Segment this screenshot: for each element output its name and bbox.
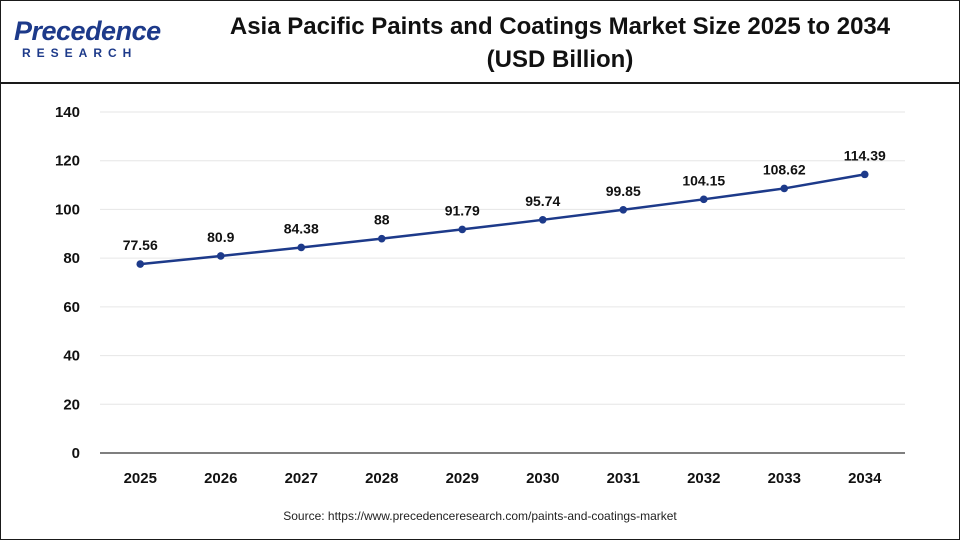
x-tick-label: 2031 bbox=[607, 470, 640, 487]
data-label: 88 bbox=[374, 212, 390, 228]
data-point bbox=[780, 184, 789, 193]
chart-title: Asia Pacific Paints and Coatings Market … bbox=[170, 10, 950, 76]
source-note: Source: https://www.precedenceresearch.c… bbox=[283, 509, 677, 523]
data-label: 108.62 bbox=[763, 161, 806, 177]
data-label: 77.56 bbox=[123, 237, 158, 253]
x-tick-label: 2033 bbox=[768, 470, 801, 487]
logo-sub-text: RESEARCH bbox=[22, 46, 138, 60]
x-tick-label: 2030 bbox=[526, 470, 559, 487]
chart-title-line2: (USD Billion) bbox=[486, 46, 634, 73]
x-tick-label: 2032 bbox=[687, 470, 720, 487]
y-tick-label: 60 bbox=[63, 299, 80, 316]
x-tick-label: 2034 bbox=[848, 470, 882, 487]
data-label: 95.74 bbox=[525, 193, 560, 209]
data-label: 104.15 bbox=[682, 172, 725, 188]
y-tick-label: 100 bbox=[55, 201, 80, 218]
data-point bbox=[619, 205, 628, 214]
chart-title-line1: Asia Pacific Paints and Coatings Market … bbox=[229, 13, 891, 40]
y-tick-label: 140 bbox=[55, 104, 80, 121]
x-tick-label: 2027 bbox=[285, 470, 318, 487]
data-label: 80.9 bbox=[207, 229, 234, 245]
data-point bbox=[699, 195, 708, 204]
data-point bbox=[458, 225, 467, 234]
x-tick-label: 2028 bbox=[365, 470, 398, 487]
data-point bbox=[377, 234, 386, 243]
y-tick-label: 20 bbox=[63, 396, 80, 413]
data-label: 84.38 bbox=[284, 220, 319, 236]
line-chart: 0 20 40 60 80 100 120 140 2025 2026 2027 2028 2029 20… bbox=[55, 104, 905, 487]
logo-main-text: Precedence bbox=[14, 16, 161, 46]
x-tick-label: 2025 bbox=[124, 470, 157, 487]
data-point bbox=[216, 252, 225, 260]
data-point bbox=[297, 243, 306, 252]
y-tick-label: 40 bbox=[63, 348, 80, 365]
data-label: 91.79 bbox=[445, 202, 480, 218]
header: Precedence RESEARCH Asia Pacific Paints … bbox=[0, 0, 960, 84]
data-point bbox=[136, 260, 145, 268]
y-tick-label: 120 bbox=[55, 153, 80, 170]
x-tick-label: 2026 bbox=[204, 470, 237, 487]
y-tick-label: 80 bbox=[63, 250, 80, 267]
precedence-research-logo: Precedence RESEARCH bbox=[14, 16, 164, 66]
data-point bbox=[860, 170, 869, 179]
data-label: 114.39 bbox=[844, 147, 886, 163]
series-line bbox=[140, 173, 865, 266]
y-tick-label: 0 bbox=[72, 445, 80, 462]
data-point bbox=[538, 216, 547, 224]
data-label: 99.85 bbox=[606, 183, 641, 199]
x-tick-label: 2029 bbox=[446, 470, 479, 487]
